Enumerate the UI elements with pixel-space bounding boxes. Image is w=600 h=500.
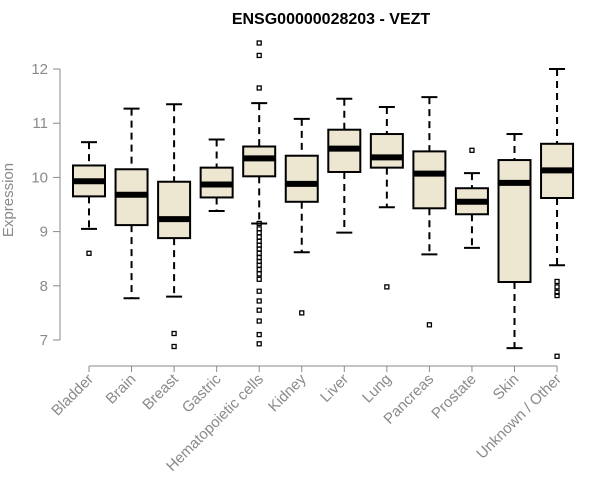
- x-tick-label: Brain: [103, 371, 140, 408]
- box-iqr: [412, 150, 447, 210]
- y-tick-label: 10: [31, 169, 48, 186]
- outlier-point: [256, 52, 262, 59]
- x-tick-label: Kidney: [265, 370, 310, 415]
- outlier-point: [256, 220, 262, 227]
- x-tick-label: Bladder: [48, 371, 97, 420]
- outlier-point: [256, 331, 262, 338]
- outlier-point: [256, 266, 262, 273]
- box-iqr: [369, 133, 404, 169]
- outlier-point: [256, 230, 262, 236]
- box-bladder: [72, 141, 106, 256]
- outlier-point: [256, 288, 262, 294]
- outlier-point: [554, 353, 560, 359]
- x-tick-label: Skin: [490, 371, 523, 404]
- y-tick-label: 8: [40, 278, 48, 295]
- outlier-point: [554, 284, 560, 290]
- outlier-point: [256, 307, 262, 313]
- outlier-point: [384, 284, 390, 290]
- x-tick-label: Lung: [359, 371, 395, 407]
- box-gastric: [199, 138, 234, 213]
- y-tick-label: 12: [31, 61, 48, 78]
- outlier-point: [554, 278, 560, 285]
- chart-title: ENSG00000028203 - VEZT: [232, 11, 431, 28]
- y-tick-label: 9: [40, 224, 48, 241]
- box-iqr: [497, 159, 532, 284]
- outlier-point: [469, 147, 475, 153]
- box-pancreas: [412, 96, 447, 328]
- box-lung: [369, 105, 404, 290]
- outlier-point: [256, 276, 262, 282]
- box-iqr: [284, 154, 319, 203]
- box-kidney: [284, 117, 319, 316]
- outlier-point: [256, 271, 262, 277]
- box-unknown-other: [540, 68, 575, 359]
- outlier-point: [256, 341, 262, 347]
- outlier-point: [86, 250, 92, 256]
- outlier-point: [426, 322, 433, 328]
- box-brain: [114, 107, 149, 300]
- x-tick-label: Breast: [139, 370, 182, 413]
- x-tick-label: Liver: [317, 371, 352, 406]
- outlier-point: [554, 289, 560, 295]
- outlier-point: [171, 343, 177, 350]
- outlier-point: [256, 250, 262, 256]
- y-ticks: 7 8 9 10 11 12: [31, 61, 60, 349]
- outlier-point: [256, 85, 262, 91]
- outlier-point: [256, 318, 262, 324]
- outlier-point: [256, 40, 262, 46]
- box-hematopoietic-cells: [242, 40, 277, 347]
- x-tick-label: Prostate: [428, 371, 480, 423]
- box-prostate: [454, 147, 489, 249]
- y-tick-label: 11: [32, 115, 48, 132]
- outlier-point: [256, 246, 262, 252]
- y-tick-label: 7: [40, 332, 48, 349]
- outlier-point: [299, 310, 305, 316]
- y-axis-label: Expression: [0, 163, 17, 237]
- box-breast: [157, 103, 192, 350]
- outlier-point: [171, 330, 177, 337]
- outlier-point: [256, 298, 262, 304]
- outlier-point: [554, 292, 560, 299]
- outlier-point: [256, 262, 262, 268]
- outlier-point: [256, 234, 262, 240]
- boxes: [72, 40, 575, 359]
- box-skin: [497, 133, 532, 350]
- box-iqr: [157, 180, 192, 240]
- box-liver: [327, 97, 362, 234]
